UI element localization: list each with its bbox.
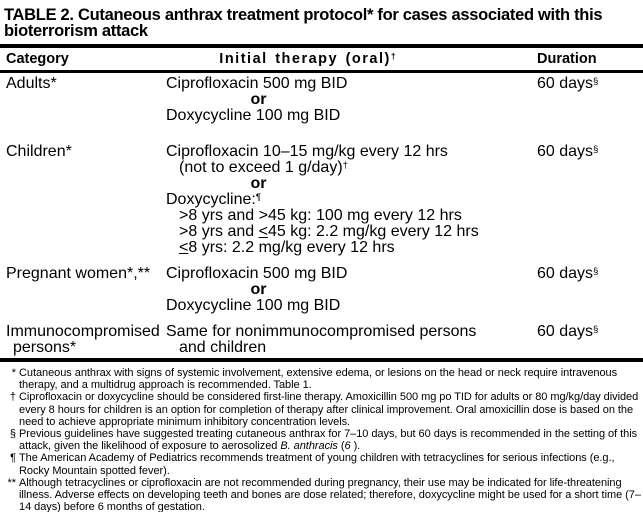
therapy-line: Ciprofloxacin 500 mg BID (166, 75, 348, 92)
duration-cell: 60 days§ (537, 324, 643, 356)
table-row-pregnant-women: Pregnant women*,** Ciprofloxacin 500 mg … (6, 266, 643, 314)
column-header-therapy: Initial therapy (oral)† (219, 51, 396, 67)
species-name-italic: B. anthracis (280, 440, 338, 453)
category-label: Children* (6, 143, 72, 160)
therapy-cell: Ciprofloxacin 500 mg BID or Doxycycline … (166, 266, 537, 314)
table-row-adults: Adults* Ciprofloxacin 500 mg BID or Doxy… (6, 76, 643, 124)
divider-top (0, 44, 643, 48)
table-header-row: Category Initial therapy (oral)† Duratio… (0, 48, 643, 70)
therapy-cell: Ciprofloxacin 500 mg BID or Doxycycline … (166, 76, 537, 124)
footnote-text: Previous guidelines have suggested treat… (19, 428, 638, 453)
footnote-marker: ¶ (10, 452, 16, 465)
therapy-line: Ciprofloxacin 500 mg BID (166, 265, 348, 282)
footnote-marker: § (9, 428, 16, 441)
therapy-or: or (250, 175, 267, 192)
therapy-line: >8 yrs and >45 kg: 100 mg every 12 hrs (179, 207, 462, 224)
footnote-marker-dagger: † (390, 51, 396, 61)
duration-value: 60 days (537, 265, 594, 282)
duration-value: 60 days (537, 143, 594, 160)
footnote-marker-section: § (593, 76, 599, 87)
footnote-asterisk: * Cutaneous anthrax with signs of system… (0, 367, 641, 391)
therapy-line: <8 yrs: 2.2 mg/kg every 12 hrs (179, 239, 395, 256)
table-title: TABLE 2. Cutaneous anthrax treatment pro… (4, 6, 603, 40)
footnote-marker: ** (7, 476, 17, 489)
footnote-text: Ciprofloxacin or doxycycline should be c… (19, 391, 639, 428)
footnote-marker-pilcrow: ¶ (255, 192, 261, 203)
table-row-immunocompromised: Immunocompromised persons* Same for noni… (6, 324, 643, 356)
column-header-category: Category (6, 51, 69, 67)
therapy-cell: Same for nonimmunocompromised persons an… (166, 324, 537, 356)
footnote-dagger: † Ciprofloxacin or doxycycline should be… (0, 391, 641, 428)
therapy-or: or (250, 281, 267, 298)
footnote-section: § Previous guidelines have suggested tre… (0, 428, 641, 452)
therapy-line: Same for nonimmunocompromised persons (166, 323, 477, 340)
footnote-marker-section: § (593, 266, 599, 277)
therapy-line: Ciprofloxacin 10–15 mg/kg every 12 hrs (166, 143, 448, 160)
less-equal-glyph: < (258, 223, 268, 240)
divider-bottom (0, 358, 643, 362)
footnote-text: The American Academy of Pediatrics recom… (19, 452, 615, 477)
divider-header (0, 70, 643, 73)
column-header-duration: Duration (537, 51, 597, 67)
therapy-line: Doxycycline 100 mg BID (166, 297, 341, 314)
footnote-marker: † (9, 391, 16, 404)
duration-cell: 60 days§ (537, 76, 643, 124)
table-row-children: Children* Ciprofloxacin 10–15 mg/kg ever… (6, 144, 643, 256)
footnote-pilcrow: ¶ The American Academy of Pediatrics rec… (0, 452, 641, 476)
therapy-cell: Ciprofloxacin 10–15 mg/kg every 12 hrs (… (166, 144, 537, 256)
duration-value: 60 days (537, 75, 594, 92)
therapy-line: >8 yrs and <45 kg: 2.2 mg/kg every 12 hr… (179, 223, 479, 240)
duration-cell: 60 days§ (537, 144, 643, 256)
duration-cell: 60 days§ (537, 266, 643, 314)
therapy-line: and children (179, 339, 267, 356)
duration-value: 60 days (537, 323, 594, 340)
footnote-text: Although tetracyclines or ciprofloxacin … (19, 476, 641, 512)
category-label: Immunocompromised persons* (6, 323, 160, 356)
therapy-line: Doxycycline 100 mg BID (166, 107, 341, 124)
therapy-line: (not to exceed 1 g/day)† (179, 159, 348, 176)
footnote-double-asterisk: ** Although tetracyclines or ciprofloxac… (0, 477, 641, 512)
therapy-or: or (250, 91, 267, 108)
less-equal-glyph: < (179, 239, 189, 256)
therapy-line: Doxycycline:¶ (166, 191, 261, 208)
footnote-text: Cutaneous anthrax with signs of systemic… (19, 367, 618, 392)
category-label: Pregnant women*,** (6, 265, 151, 282)
reference-number-italic: 6 (344, 440, 351, 453)
category-label: Adults* (6, 75, 57, 92)
footnote-marker-section: § (593, 324, 599, 335)
table-body: Adults* Ciprofloxacin 500 mg BID or Doxy… (0, 73, 643, 358)
footnotes: * Cutaneous anthrax with signs of system… (0, 362, 643, 512)
footnote-marker: * (11, 367, 16, 379)
footnote-marker-dagger: † (342, 160, 348, 171)
footnote-marker-section: § (593, 144, 599, 155)
